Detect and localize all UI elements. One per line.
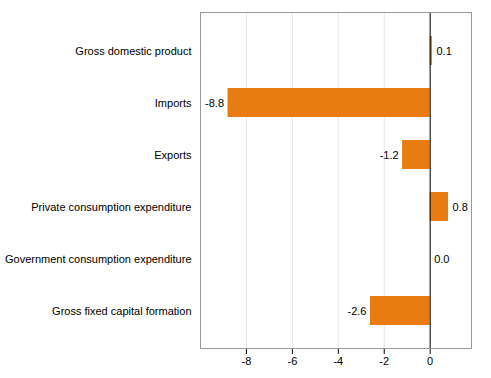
svg-text:0.8: 0.8 (453, 201, 468, 213)
svg-text:-6: -6 (287, 355, 297, 367)
svg-text:-8: -8 (242, 355, 252, 367)
svg-text:-1.2: -1.2 (380, 149, 399, 161)
svg-text:0.0: 0.0 (434, 253, 449, 265)
svg-text:-2: -2 (379, 355, 389, 367)
svg-text:Exports: Exports (154, 149, 192, 161)
svg-text:-8.8: -8.8 (205, 97, 224, 109)
svg-text:Gross fixed capital formation: Gross fixed capital formation (52, 305, 191, 317)
svg-text:Gross domestic product: Gross domestic product (75, 45, 191, 57)
svg-text:Imports: Imports (155, 97, 192, 109)
svg-text:-4: -4 (333, 355, 343, 367)
svg-text:0.1: 0.1 (436, 45, 451, 57)
svg-text:-2.6: -2.6 (347, 305, 366, 317)
svg-text:0: 0 (427, 355, 433, 367)
svg-text:Private consumption expenditur: Private consumption expenditure (31, 201, 191, 213)
svg-text:Government consumption expendi: Government consumption expenditure (5, 253, 192, 265)
